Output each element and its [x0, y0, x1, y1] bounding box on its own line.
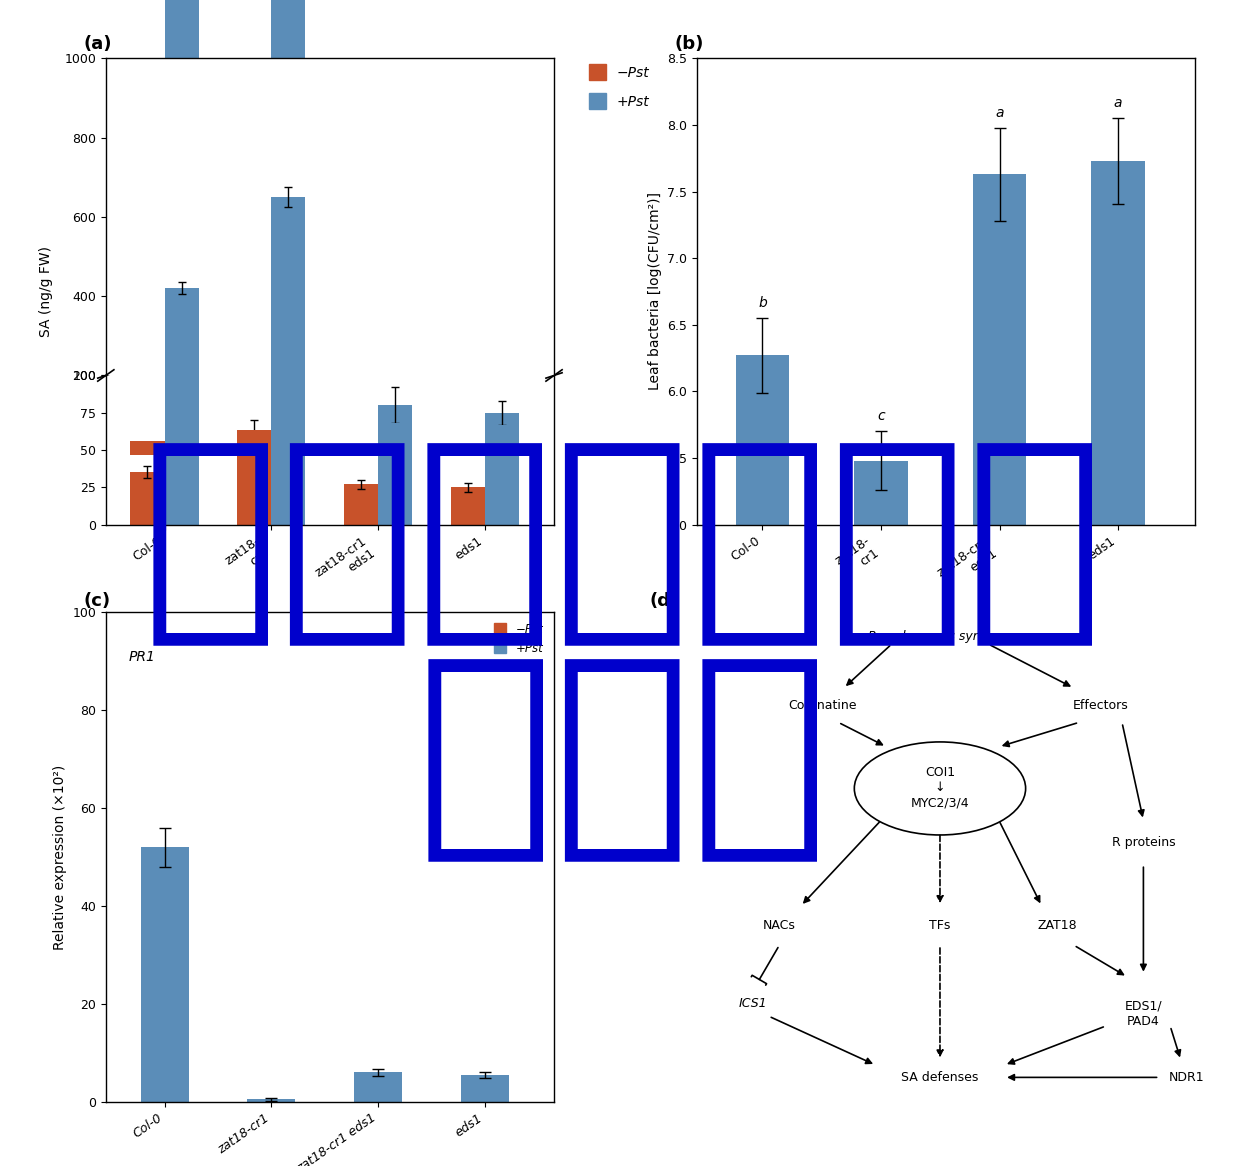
- Text: ↓: ↓: [935, 781, 945, 794]
- Bar: [271, 197, 305, 455]
- Text: b: b: [758, 296, 767, 310]
- Bar: [1092, 161, 1145, 1166]
- Bar: [484, 413, 519, 525]
- Bar: [248, 1100, 295, 1102]
- Bar: [484, 426, 519, 455]
- Text: MYC2/3/4: MYC2/3/4: [910, 796, 970, 809]
- Bar: [854, 461, 908, 1166]
- Text: 典语录: 典语录: [416, 647, 829, 869]
- Bar: [451, 444, 484, 455]
- Bar: [736, 356, 789, 1166]
- Text: R proteins: R proteins: [1112, 836, 1175, 849]
- Bar: [451, 487, 484, 525]
- Text: SA (ng/g FW): SA (ng/g FW): [39, 246, 54, 337]
- Bar: [378, 406, 412, 525]
- Text: PR1: PR1: [128, 651, 156, 665]
- Text: (a): (a): [83, 35, 112, 52]
- Legend: −Pst, +Pst: −Pst, +Pst: [489, 618, 548, 660]
- Bar: [131, 441, 164, 455]
- Y-axis label: Relative expression (×10²): Relative expression (×10²): [52, 765, 67, 949]
- Text: (c): (c): [83, 592, 111, 610]
- Bar: [164, 288, 199, 455]
- Bar: [344, 444, 378, 455]
- Text: c: c: [878, 409, 885, 423]
- Text: COI1: COI1: [925, 766, 955, 779]
- Bar: [461, 1075, 509, 1102]
- Text: Effectors: Effectors: [1073, 698, 1128, 711]
- Y-axis label: Leaf bacteria [log(CFU/cm²)]: Leaf bacteria [log(CFU/cm²)]: [647, 192, 662, 391]
- Text: EDS1/
PAD4: EDS1/ PAD4: [1124, 999, 1163, 1027]
- Text: SA defenses: SA defenses: [901, 1070, 979, 1084]
- Bar: [164, 0, 199, 525]
- Bar: [972, 174, 1026, 1166]
- Text: (b): (b): [675, 35, 705, 52]
- Text: 感恩身边人的经: 感恩身边人的经: [141, 431, 1104, 653]
- Legend: −Pst, +Pst: −Pst, +Pst: [584, 59, 655, 114]
- Bar: [344, 484, 378, 525]
- Text: NDR1: NDR1: [1168, 1070, 1204, 1084]
- Bar: [271, 0, 305, 525]
- Bar: [237, 433, 271, 525]
- Text: TFs: TFs: [929, 919, 951, 932]
- Text: Pseudomonas syringae: Pseudomonas syringae: [868, 630, 1012, 644]
- Bar: [141, 848, 188, 1102]
- Bar: [354, 1073, 402, 1102]
- Bar: [131, 472, 164, 525]
- Text: ZAT18: ZAT18: [1038, 919, 1078, 932]
- Text: a: a: [1114, 97, 1123, 111]
- Bar: [378, 423, 412, 455]
- Text: NACs: NACs: [763, 919, 796, 932]
- Text: a: a: [995, 106, 1003, 120]
- Bar: [237, 430, 271, 455]
- Text: ICS1: ICS1: [738, 997, 767, 1011]
- Text: (d): (d): [650, 592, 679, 610]
- Text: Coronatine: Coronatine: [788, 698, 857, 711]
